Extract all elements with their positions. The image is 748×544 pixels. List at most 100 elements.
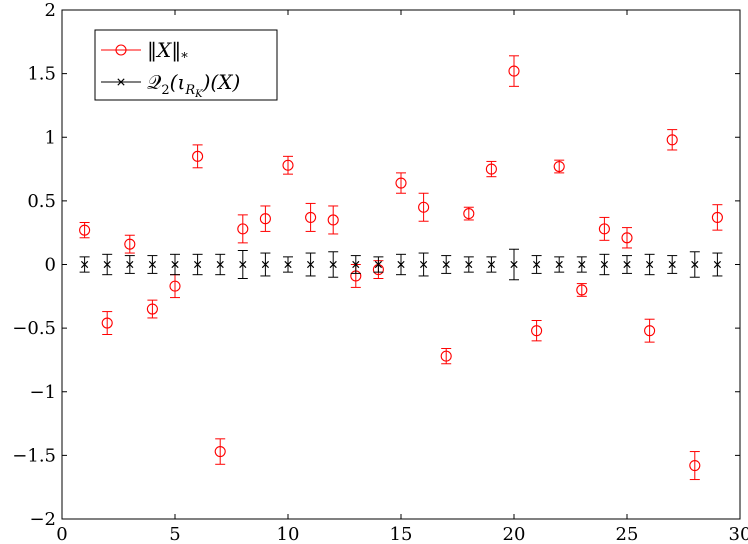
error-bar [418, 192, 429, 222]
x-stroke [397, 260, 405, 269]
x-stroke [239, 260, 247, 269]
data-point [329, 260, 337, 269]
legend-marker [117, 78, 125, 86]
data-point [307, 260, 315, 269]
x-stroke [465, 260, 473, 269]
data-point [646, 260, 654, 269]
error-bar [305, 202, 316, 232]
data-point [214, 446, 226, 458]
error-bar [147, 299, 158, 319]
error-bar [237, 214, 248, 244]
data-point [194, 260, 202, 269]
series-1 [79, 248, 723, 281]
data-point [555, 260, 563, 269]
data-point [261, 260, 269, 269]
data-point [305, 211, 317, 223]
error-bar [644, 318, 655, 343]
y-tick-label: 2 [45, 0, 56, 21]
error-bar [554, 159, 565, 174]
data-point [103, 260, 111, 269]
data-point [216, 260, 224, 269]
x-stroke [171, 260, 179, 269]
series-0 [79, 55, 723, 481]
legend-marker [115, 44, 127, 56]
x-stroke [148, 260, 156, 269]
x-stroke [307, 260, 315, 269]
x-stroke [646, 260, 654, 269]
error-bar [192, 144, 203, 169]
error-bar [283, 155, 293, 175]
y-tick-label: −1 [29, 382, 56, 403]
x-stroke [555, 260, 563, 269]
error-bar [576, 283, 587, 297]
data-point [284, 260, 292, 269]
x-tick-label: 10 [277, 524, 300, 544]
data-point [465, 260, 473, 269]
data-point [644, 325, 656, 337]
x-stroke [81, 260, 89, 269]
x-tick-label: 5 [169, 524, 180, 544]
data-point [623, 260, 631, 269]
x-stroke [374, 260, 382, 269]
error-bar [712, 204, 723, 231]
legend-box [94, 29, 278, 101]
data-point [81, 260, 89, 269]
data-point [79, 224, 91, 236]
data-point [146, 303, 158, 315]
data-point [148, 260, 156, 269]
x-stroke [261, 260, 269, 269]
data-point [666, 134, 678, 146]
error-bar [689, 451, 700, 481]
data-point [508, 65, 520, 77]
legend-label: 𝒬2(ιRK)(X) [147, 70, 240, 100]
error-bar [102, 311, 113, 335]
error-bar [599, 216, 610, 241]
error-bar [260, 205, 271, 232]
data-point [598, 223, 610, 235]
data-point [192, 150, 204, 162]
data-point [101, 317, 113, 329]
data-point [711, 211, 723, 223]
legend: ‖X‖*𝒬2(ιRK)(X) [94, 29, 278, 101]
data-point [237, 223, 249, 235]
legend-entry-1: 𝒬2(ιRK)(X) [101, 70, 240, 100]
x-stroke [578, 260, 586, 269]
x-stroke [284, 260, 292, 269]
x-tick-label: 30 [729, 524, 748, 544]
data-point [691, 260, 699, 269]
data-point [531, 325, 543, 337]
x-stroke [420, 260, 428, 269]
error-bar [622, 227, 632, 249]
data-point [510, 260, 518, 269]
x-stroke [668, 260, 676, 269]
data-point [578, 260, 586, 269]
y-tick-label: −0.5 [12, 318, 56, 339]
error-bar [531, 319, 542, 342]
y-tick-label: 1 [45, 127, 56, 148]
error-bar [170, 274, 180, 299]
data-point [485, 163, 497, 175]
data-point [668, 260, 676, 269]
data-point [259, 213, 271, 225]
data-point [374, 260, 382, 269]
x-stroke [329, 260, 337, 269]
x-tick-label: 25 [616, 524, 639, 544]
error-bar [328, 205, 339, 235]
data-point [463, 208, 475, 220]
data-point [397, 260, 405, 269]
x-stroke [194, 260, 202, 269]
x-stroke [216, 260, 224, 269]
x-stroke [600, 260, 608, 269]
x-stroke [691, 260, 699, 269]
data-point [126, 260, 134, 269]
x-stroke [713, 260, 721, 269]
error-bar [667, 129, 678, 151]
x-stroke [103, 260, 111, 269]
y-tick-label: −2 [29, 509, 56, 530]
x-stroke [126, 260, 134, 269]
data-point [553, 160, 565, 173]
x-tick-label: 0 [56, 524, 67, 544]
data-point [352, 260, 360, 269]
x-tick-label: 15 [390, 524, 413, 544]
